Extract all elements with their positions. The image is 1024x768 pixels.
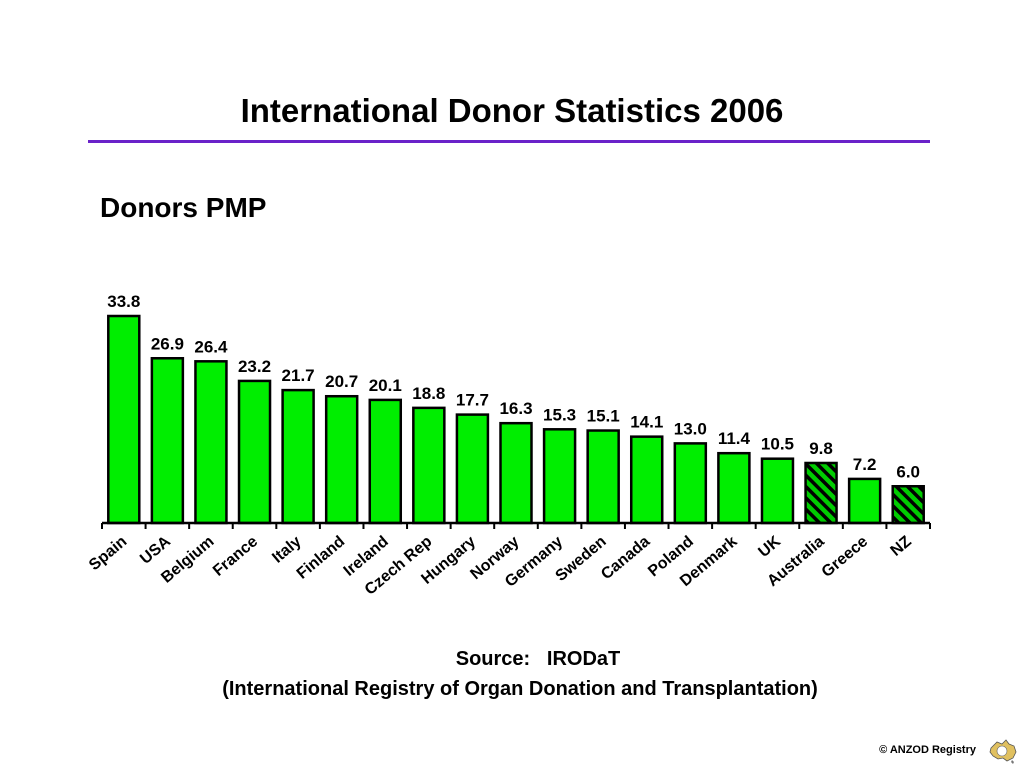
bar-spain <box>107 314 141 525</box>
category-label-france: France <box>210 533 261 580</box>
value-label-denmark: 11.4 <box>718 429 751 448</box>
bar-denmark <box>717 451 751 525</box>
bar-poland <box>673 442 708 525</box>
chart-subtitle: Donors PMP <box>100 192 267 223</box>
value-label-italy: 21.7 <box>282 366 315 385</box>
bar-hungary <box>455 413 490 525</box>
bar-ireland <box>368 398 403 525</box>
category-label-spain: Spain <box>86 533 130 574</box>
bar-norway <box>499 421 533 525</box>
category-label-finland: Finland <box>294 533 349 583</box>
value-label-ireland: 20.1 <box>369 376 402 395</box>
value-label-greece: 7.2 <box>853 455 877 474</box>
category-label-canada: Canada <box>598 533 653 583</box>
category-label-usa: USA <box>137 533 174 568</box>
bar-australia <box>804 461 838 525</box>
bar-nz <box>891 485 925 525</box>
bar-uk <box>760 457 795 525</box>
bar-canada <box>629 435 664 525</box>
value-label-sweden: 15.1 <box>587 407 620 426</box>
value-label-usa: 26.9 <box>151 334 184 353</box>
bar-chart: 33.8 26.9 26.4 23.2 21.7 20.7 20.1 18.8 17.7 16.3… <box>86 292 931 599</box>
source-full-name: (International Registry of Organ Donatio… <box>222 678 818 700</box>
bar-sweden <box>586 429 620 525</box>
bars-layer <box>107 314 925 525</box>
source-line: Source: IRODaT <box>455 648 621 670</box>
value-label-nz: 6.0 <box>896 462 920 481</box>
value-label-uk: 10.5 <box>761 435 794 454</box>
value-label-finland: 20.7 <box>325 372 358 391</box>
category-label-uk: UK <box>755 533 784 561</box>
category-label-greece: Greece <box>819 533 872 581</box>
bar-belgium <box>194 360 228 525</box>
bar-greece <box>847 477 882 525</box>
value-label-belgium: 26.4 <box>194 337 228 356</box>
value-label-hungary: 17.7 <box>456 391 489 410</box>
value-label-spain: 33.8 <box>107 292 140 311</box>
title-divider <box>88 140 930 143</box>
category-label-italy: Italy <box>269 533 305 567</box>
bar-finland <box>324 394 359 525</box>
australia-map-logo-icon <box>989 739 1017 764</box>
copyright-text: © ANZOD Registry <box>879 744 976 756</box>
value-label-norway: 16.3 <box>499 399 532 418</box>
bar-usa <box>150 357 185 525</box>
bar-france <box>237 379 272 525</box>
bar-italy <box>281 388 315 525</box>
x-axis <box>101 521 931 529</box>
value-label-czech-rep: 18.8 <box>412 384 445 403</box>
bar-germany <box>542 428 577 525</box>
slide-title: International Donor Statistics 2006 <box>240 92 784 129</box>
category-label-nz: NZ <box>888 533 915 560</box>
bar-czech-rep <box>412 406 446 525</box>
value-label-germany: 15.3 <box>543 405 576 424</box>
value-label-poland: 13.0 <box>674 419 707 438</box>
value-label-australia: 9.8 <box>809 439 833 458</box>
value-label-canada: 14.1 <box>630 413 663 432</box>
value-label-france: 23.2 <box>238 357 271 376</box>
value-labels-layer: 33.8 26.9 26.4 23.2 21.7 20.7 20.1 18.8 17.7 16.3… <box>107 292 920 481</box>
